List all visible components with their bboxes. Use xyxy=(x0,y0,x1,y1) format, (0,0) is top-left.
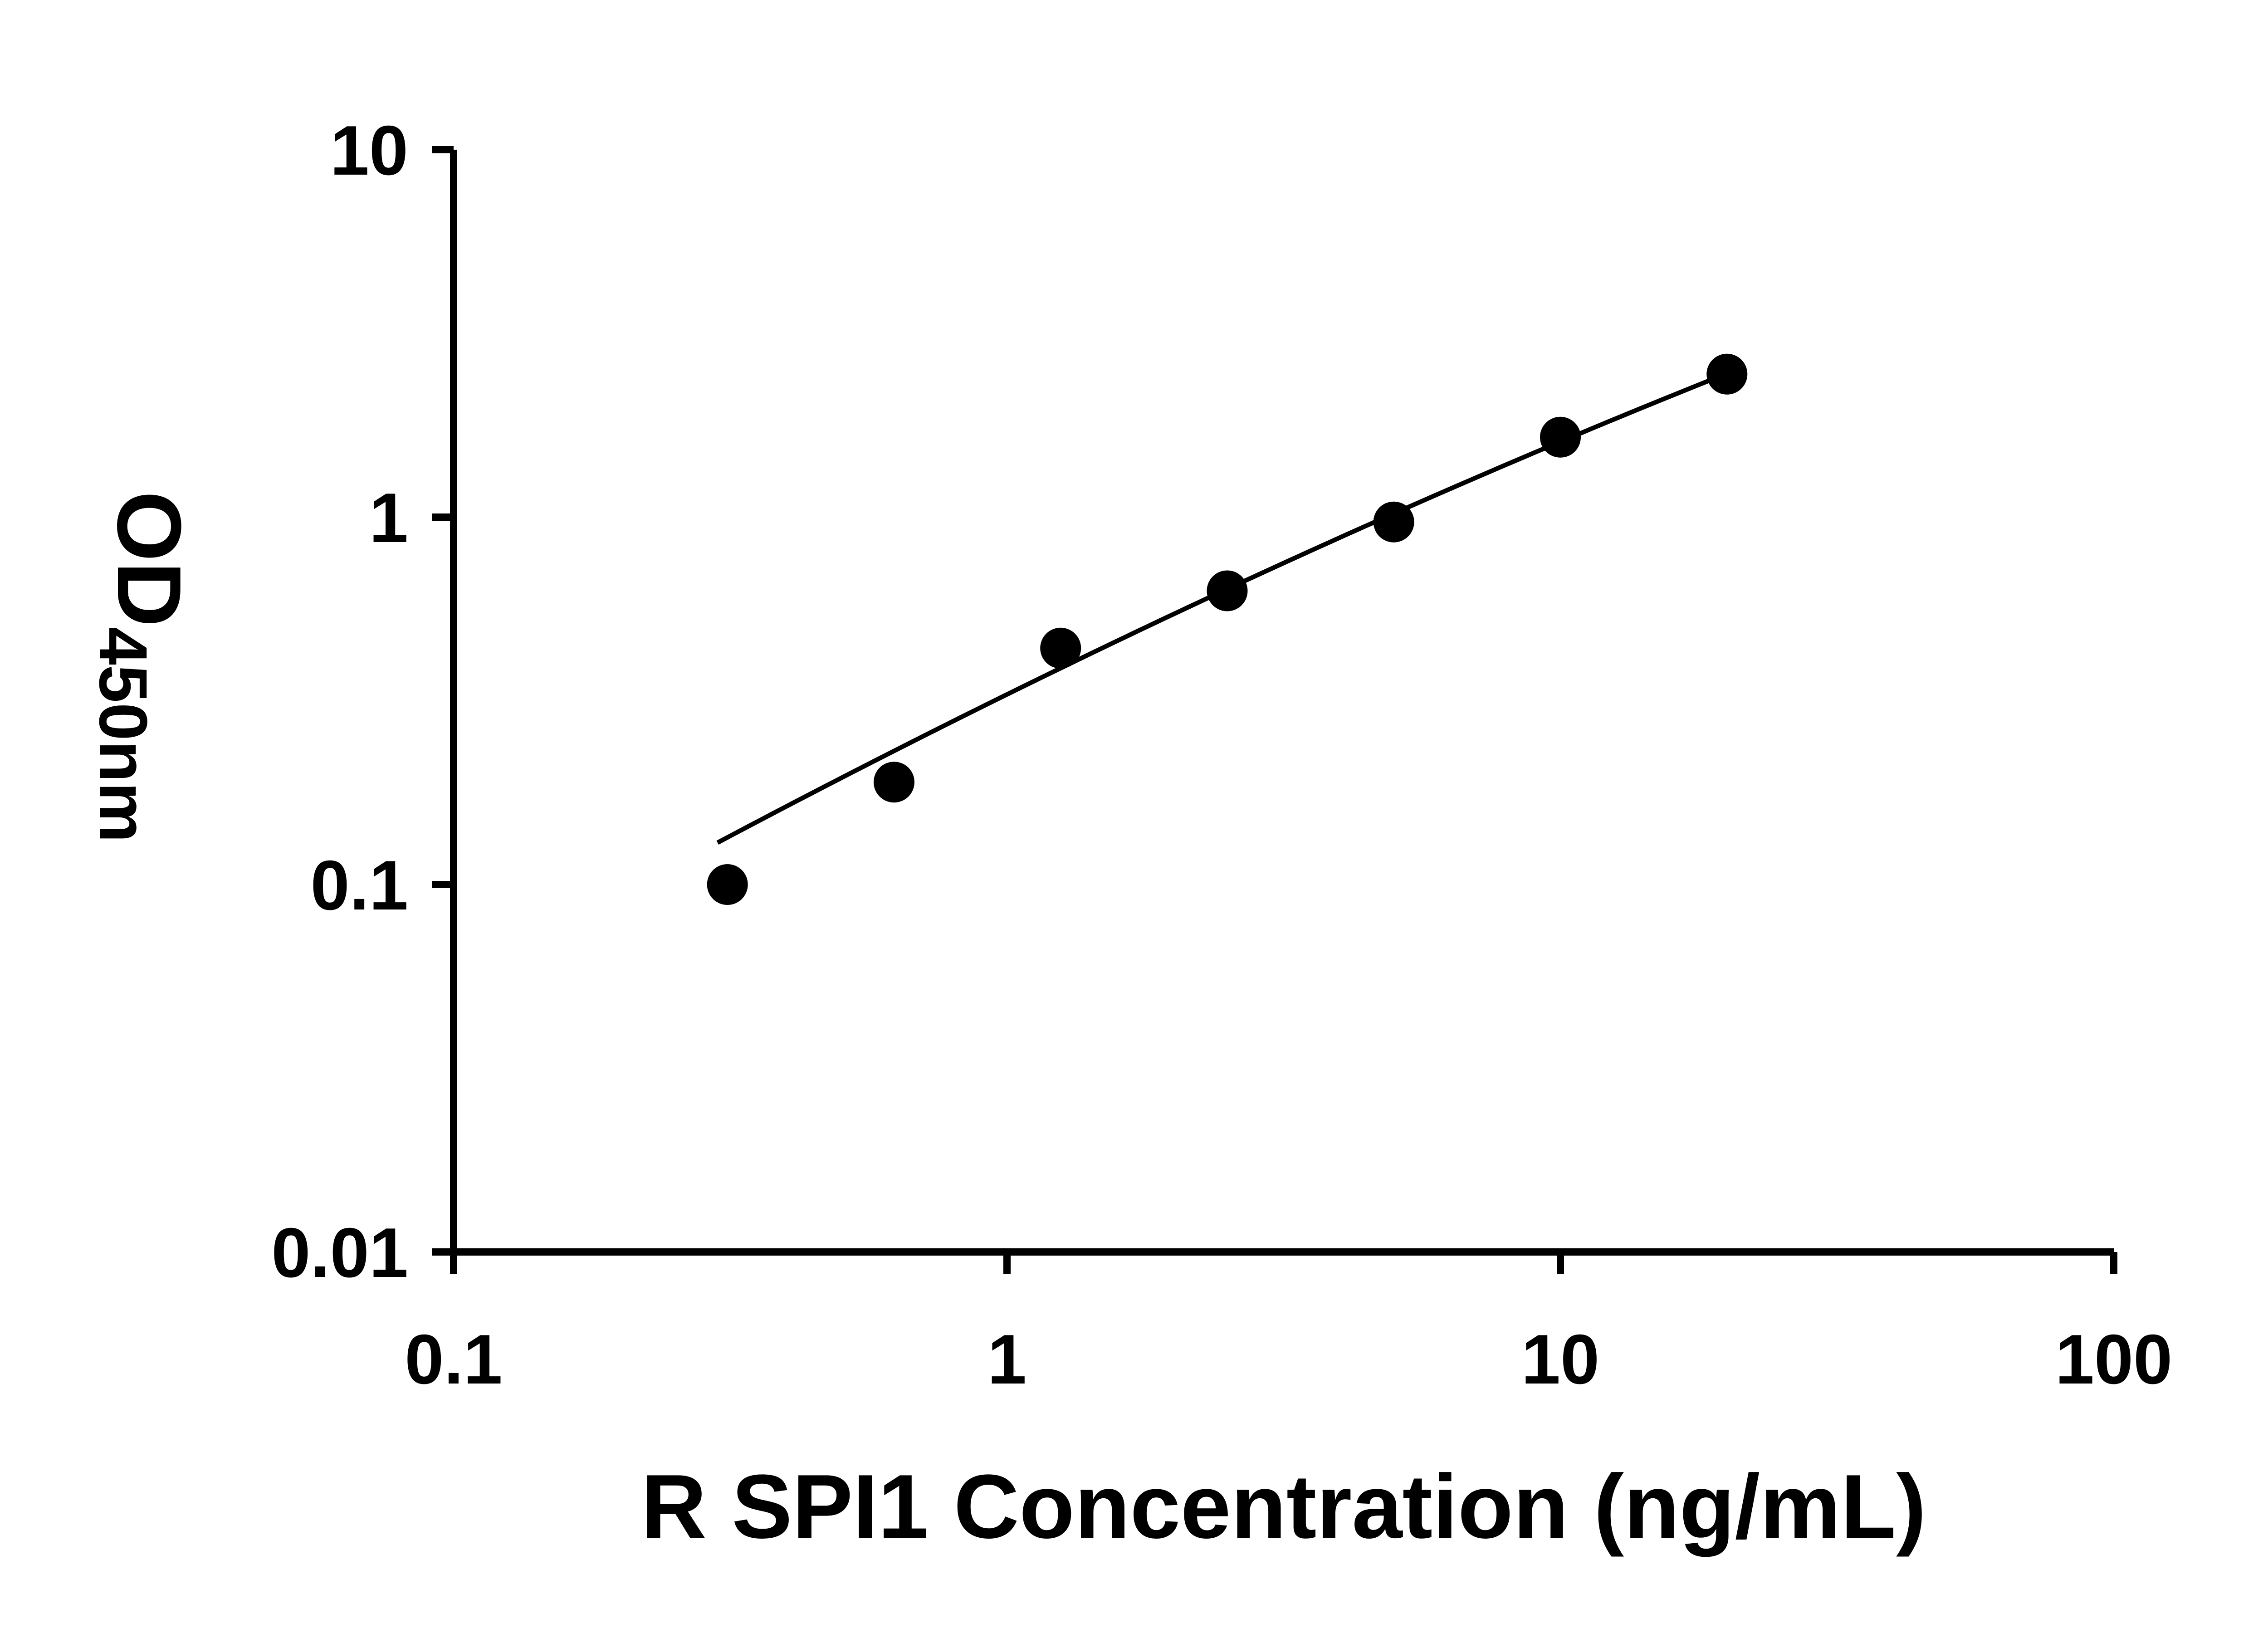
x-axis-tick-label: 1 xyxy=(987,1320,1026,1398)
data-point xyxy=(1706,353,1748,395)
data-point xyxy=(1207,570,1248,611)
y-axis-title: OD450nm xyxy=(85,491,200,842)
y-axis-title-main: OD xyxy=(98,491,200,627)
x-axis-tick-label: 0.1 xyxy=(405,1320,502,1398)
x-axis-tick-label: 100 xyxy=(2055,1320,2173,1398)
y-axis-tick-label: 0.01 xyxy=(271,1213,408,1292)
data-point xyxy=(707,864,748,905)
x-axis-title: R SPI1 Concentration (ng/mL) xyxy=(641,1456,1926,1557)
data-point xyxy=(1040,627,1081,669)
y-axis-tick-label: 1 xyxy=(369,479,408,557)
y-axis-tick-label: 0.1 xyxy=(311,846,408,924)
y-axis-title-subscript: 450nm xyxy=(85,627,161,842)
x-axis-tick-label: 10 xyxy=(1521,1320,1599,1398)
data-point xyxy=(874,762,914,803)
data-point xyxy=(1540,416,1581,458)
data-point xyxy=(1373,501,1414,543)
y-axis-tick-label: 10 xyxy=(330,111,408,190)
